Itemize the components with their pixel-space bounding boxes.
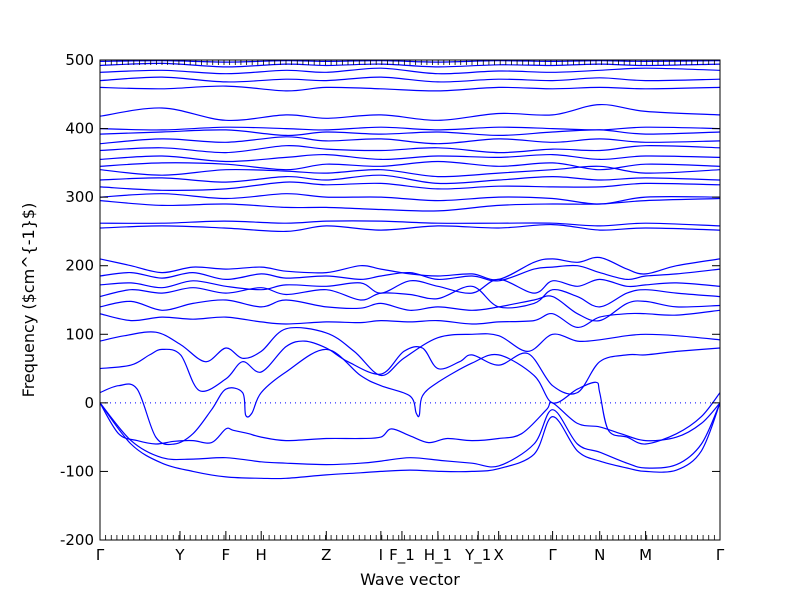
band-line-13 xyxy=(100,223,720,233)
band-line-22 xyxy=(100,145,720,154)
y-axis-label: Frequency ($cm^{-1}$) xyxy=(19,203,38,398)
x-tick-label: I xyxy=(379,546,383,564)
band-line-7 xyxy=(100,309,720,329)
band-line-23 xyxy=(100,136,720,145)
y-tick-label: 200 xyxy=(65,257,94,275)
band-line-8 xyxy=(100,295,720,322)
x-tick-label: H xyxy=(256,546,267,564)
y-tick-label: -100 xyxy=(60,462,94,480)
band-line-1 xyxy=(100,402,720,480)
band-line-14 xyxy=(100,220,720,227)
y-tick-label: 100 xyxy=(65,325,94,343)
band-line-9 xyxy=(100,285,720,309)
x-tick-label: F_1 xyxy=(389,546,415,565)
band-line-25 xyxy=(100,126,720,131)
x-axis-label: Wave vector xyxy=(360,570,460,589)
band-line-24 xyxy=(100,129,720,137)
y-tick-label: 300 xyxy=(65,188,94,206)
band-line-19 xyxy=(100,165,720,178)
y-tick-label: 0 xyxy=(84,394,94,412)
x-tick-label: X xyxy=(494,546,504,564)
band-line-21 xyxy=(100,153,720,163)
band-line-18 xyxy=(100,174,720,185)
band-line-16 xyxy=(100,193,720,205)
y-tick-label: -200 xyxy=(60,531,94,549)
x-tick-label: Γ xyxy=(96,546,105,564)
x-tick-label: Y xyxy=(174,546,185,564)
band-line-20 xyxy=(100,160,720,171)
band-line-29 xyxy=(100,67,720,75)
x-tick-label: Y_1 xyxy=(464,546,491,565)
x-tick-label: Γ xyxy=(548,546,557,564)
y-axis-ticks: -200 -100 0 100 200 300 400 500 xyxy=(60,51,720,549)
band-line-27 xyxy=(100,85,720,92)
band-line-5 xyxy=(100,340,720,395)
band-line-28 xyxy=(100,76,720,83)
x-axis-ticks: Γ Y F H Z I F_1 H_1 Y_1 X Γ N M Γ xyxy=(96,531,725,565)
x-tick-label: N xyxy=(594,546,605,564)
band-line-11 xyxy=(100,264,720,282)
band-line-6 xyxy=(100,326,720,377)
band-line-10 xyxy=(100,278,720,294)
x-tick-label: Γ xyxy=(716,546,725,564)
band-line-3 xyxy=(100,401,720,445)
x-tick-label: H_1 xyxy=(424,546,452,565)
y-tick-label: 400 xyxy=(65,120,94,138)
band-line-17 xyxy=(100,181,720,192)
band-line-26 xyxy=(100,103,720,122)
x-tick-label: Z xyxy=(321,546,331,564)
band-line-4 xyxy=(100,348,720,446)
x-tick-label: M xyxy=(639,546,652,564)
x-tick-label: F xyxy=(222,546,231,564)
band-line-2 xyxy=(100,402,720,469)
y-tick-label: 500 xyxy=(65,51,94,69)
band-line-31 xyxy=(100,60,720,63)
minor-tick-layer xyxy=(105,60,715,540)
band-line-12 xyxy=(100,256,720,281)
series-layer xyxy=(100,60,720,480)
